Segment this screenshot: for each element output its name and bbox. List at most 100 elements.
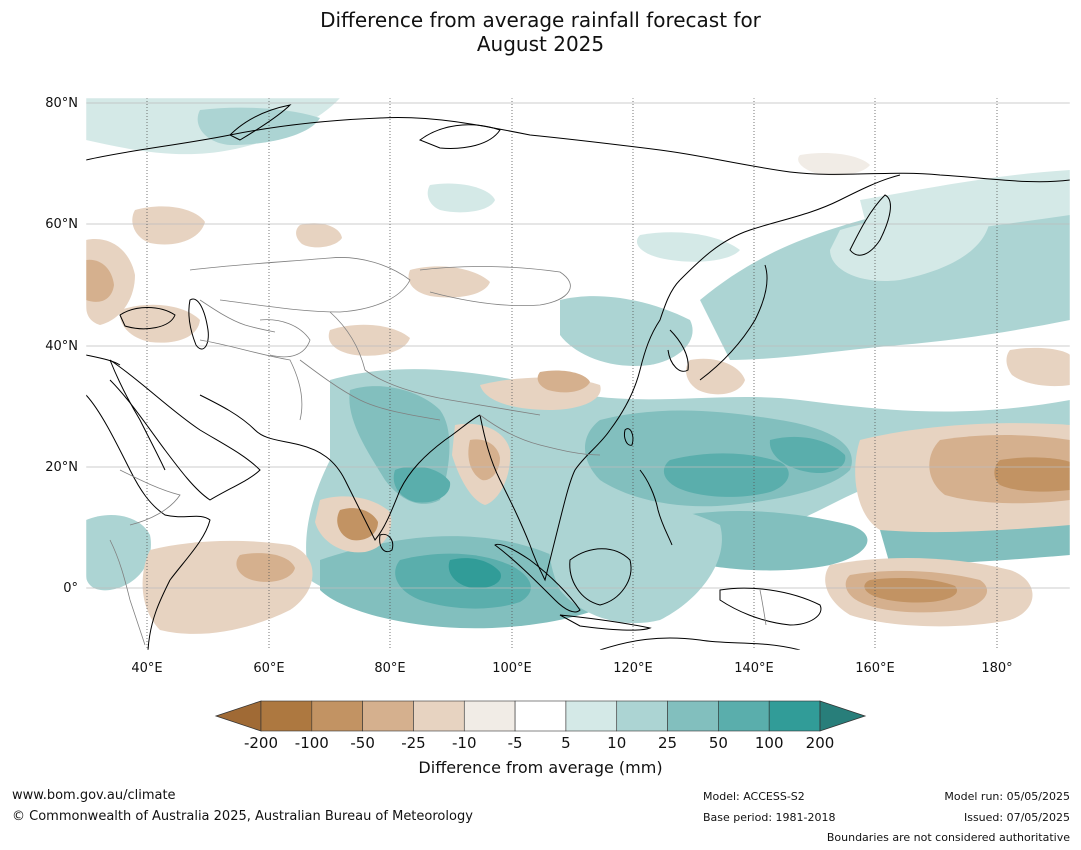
anomaly-arctic-dry [798, 153, 870, 176]
colorbar-tick-label: 5 [561, 734, 571, 752]
anomaly-china-light [560, 296, 693, 366]
map-title-line2: August 2025 [476, 32, 605, 56]
anomaly-japan-dry-light [686, 358, 745, 395]
coast-china [609, 279, 681, 431]
coast-srilanka [379, 533, 394, 553]
colorbar-extend-low [214, 700, 262, 732]
lon-label: 120°E [613, 661, 653, 676]
colorbar-swatch [768, 700, 821, 732]
anomaly-europe-dry-medium [86, 259, 114, 302]
meridians [146, 98, 998, 650]
anomaly-equator-east-dry-strong [864, 578, 958, 603]
colorbar-tick-label: 50 [709, 734, 728, 752]
colorbar-extend-high [819, 700, 867, 732]
colorbar-swatch [616, 700, 668, 732]
anomaly-indian-ocean-core [448, 558, 501, 589]
border-india-north [299, 359, 441, 421]
footer-url[interactable]: www.bom.gov.au/climate [12, 788, 176, 803]
colorbar-tick-label: -25 [401, 734, 426, 752]
colorbar-tick-label: 200 [806, 734, 835, 752]
colorbar-title: Difference from average (mm) [418, 758, 663, 777]
border-se-asia [479, 414, 601, 456]
coast-novaya-zemlya [229, 104, 292, 141]
coast-black-sea [119, 307, 176, 330]
colorbar-tick-label: -50 [350, 734, 375, 752]
colorbar-swatch [260, 700, 313, 732]
anomaly-burma-dry-medium [468, 439, 500, 481]
colorbar-swatch [311, 700, 363, 732]
anomaly-south-pacific-dry-strong [994, 457, 1070, 492]
anomaly-africa-dry-medium [236, 553, 295, 582]
lat-label: 0° [63, 581, 78, 596]
coast-persian-gulf [199, 394, 301, 446]
anomaly-maritime-continent [548, 498, 722, 624]
coast-taimyr [418, 124, 501, 149]
rainfall-anomaly-field [86, 98, 1070, 634]
anomaly-pacific-dry-small [1006, 347, 1070, 387]
coast-se-asia [479, 414, 611, 582]
anomaly-srilanka-dry-medium [337, 508, 378, 541]
colorbar [214, 700, 867, 732]
coast-arabia [109, 359, 261, 501]
anomaly-africa-light [86, 515, 151, 591]
map-frame [85, 97, 1071, 651]
lat-label: 20°N [45, 460, 78, 475]
colorbar-swatch [514, 700, 567, 732]
colorbar-tick-label: -200 [244, 734, 278, 752]
coast-kamchatka [849, 194, 891, 256]
lon-label: 40°E [131, 661, 162, 676]
anomaly-caspian-dry-light [119, 304, 200, 343]
longitude-labels: 40°E 60°E 80°E 100°E 120°E 140°E 160°E 1… [131, 661, 1012, 676]
border-mongolia [419, 266, 571, 307]
coast-mediterranean [86, 354, 121, 366]
colorbar-swatch [413, 700, 465, 732]
anomaly-east-siberia-light [636, 232, 740, 262]
lat-label: 60°N [45, 217, 78, 232]
border-afghanistan [259, 319, 311, 358]
border-africa-horn [119, 469, 181, 526]
colorbar-tick-label: -5 [508, 734, 523, 752]
coast-india [299, 414, 481, 541]
lon-label: 80°E [374, 661, 405, 676]
border-kazakhstan [189, 257, 411, 313]
colorbar-swatch [718, 700, 770, 732]
coast-africa-arabia [86, 394, 211, 650]
anomaly-nw-pacific-light [830, 214, 990, 281]
anomaly-siberia-dry [408, 266, 490, 298]
border-png [759, 589, 767, 626]
colorbar-tick-label: 25 [658, 734, 677, 752]
border-africa-east [109, 539, 146, 646]
colorbar-swatch [362, 700, 414, 732]
border-iran [199, 339, 303, 421]
coast-japan [699, 264, 768, 381]
country-borders [109, 257, 767, 646]
coast-caspian [188, 298, 209, 350]
footer-model-run: Model run: 05/05/2025 [944, 790, 1070, 803]
lat-label: 40°N [45, 339, 78, 354]
colorbar-tick-label: -10 [452, 734, 477, 752]
coast-korea [667, 329, 689, 372]
coast-java [559, 614, 652, 631]
latitude-labels: 80°N 60°N 40°N 20°N 0° [45, 96, 78, 596]
lon-label: 100°E [492, 661, 532, 676]
coast-russia-east [679, 174, 901, 281]
anomaly-china-dry-medium [537, 370, 590, 393]
colorbar-ticks: -200 -100 -50 -25 -10 -5 5 10 25 50 100 200 [244, 734, 834, 752]
border-central-asia [199, 299, 276, 333]
colorbar-swatch [463, 700, 516, 732]
colorbar-swatch [667, 700, 719, 732]
anomaly-russia-east-dry [296, 223, 342, 248]
footer-issued: Issued: 07/05/2025 [963, 811, 1070, 824]
anomaly-india-strong [393, 466, 451, 503]
colorbar-tick-label: 100 [755, 734, 784, 752]
coastlines [86, 104, 1070, 650]
coast-borneo [569, 548, 632, 606]
coast-taiwan [624, 428, 634, 446]
lon-label: 140°E [734, 661, 774, 676]
coast-sumatra [494, 543, 581, 613]
anomaly-siberia-light [427, 183, 495, 213]
anomaly-russia-dry-light [132, 206, 205, 245]
colorbar-tick-label: -100 [295, 734, 329, 752]
coast-australia-north [599, 637, 801, 650]
